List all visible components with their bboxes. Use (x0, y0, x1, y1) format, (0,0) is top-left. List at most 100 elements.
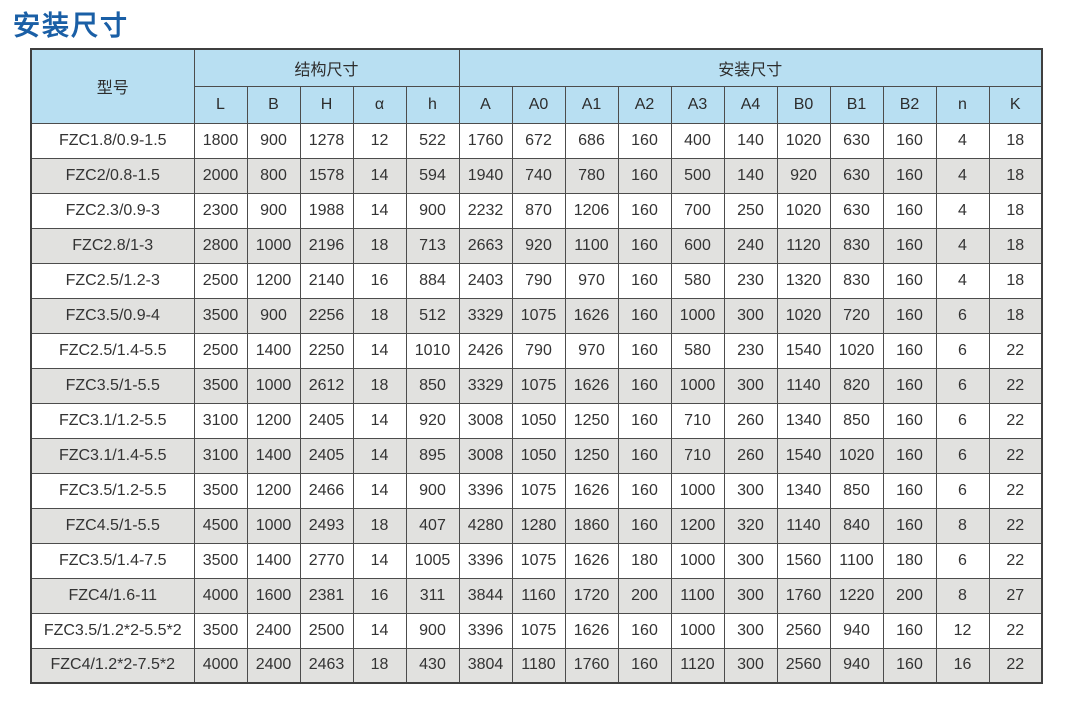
value-cell: 16 (352, 577, 407, 614)
value-cell: 2770 (299, 542, 354, 579)
value-cell: 6 (935, 542, 990, 579)
value-cell: 2000 (193, 157, 248, 194)
value-cell: 1000 (670, 367, 725, 404)
value-cell: 4000 (193, 577, 248, 614)
value-cell: 3804 (458, 647, 513, 684)
header-col-A3: A3 (670, 85, 725, 124)
table-row: FZC3.5/1.2-5.5 3500 1200 2466 14 900 3396 1075 1… (30, 472, 1043, 509)
value-cell: 160 (617, 192, 672, 229)
value-cell: 1860 (564, 507, 619, 544)
value-cell: 180 (882, 542, 937, 579)
value-cell: 1760 (776, 577, 831, 614)
value-cell: 870 (511, 192, 566, 229)
value-cell: 1626 (564, 472, 619, 509)
value-cell: 16 (935, 647, 990, 684)
value-cell: 1000 (670, 612, 725, 649)
value-cell: 300 (723, 647, 778, 684)
value-cell: 850 (405, 367, 460, 404)
value-cell: 850 (829, 472, 884, 509)
value-cell: 820 (829, 367, 884, 404)
value-cell: 700 (670, 192, 725, 229)
value-cell: 14 (352, 472, 407, 509)
value-cell: 686 (564, 122, 619, 159)
value-cell: 1206 (564, 192, 619, 229)
value-cell: 8 (935, 577, 990, 614)
table-row: FZC4.5/1-5.5 4500 1000 2493 18 407 4280 1280 186… (30, 507, 1043, 544)
value-cell: 1020 (776, 297, 831, 334)
table-row: FZC2.5/1.2-3 2500 1200 2140 16 884 2403 790 970 1… (30, 262, 1043, 299)
table-row: FZC3.5/1.4-7.5 3500 1400 2770 14 1005 3396 1075… (30, 542, 1043, 579)
model-cell: FZC2/0.8-1.5 (30, 157, 195, 194)
header-col-A2: A2 (617, 85, 672, 124)
value-cell: 3100 (193, 402, 248, 439)
value-cell: 4 (935, 157, 990, 194)
value-cell: 14 (352, 402, 407, 439)
value-cell: 672 (511, 122, 566, 159)
value-cell: 580 (670, 262, 725, 299)
value-cell: 300 (723, 297, 778, 334)
value-cell: 160 (617, 227, 672, 264)
value-cell: 3008 (458, 402, 513, 439)
value-cell: 2560 (776, 647, 831, 684)
value-cell: 4000 (193, 647, 248, 684)
value-cell: 3329 (458, 297, 513, 334)
value-cell: 4 (935, 192, 990, 229)
value-cell: 600 (670, 227, 725, 264)
value-cell: 710 (670, 437, 725, 474)
model-cell: FZC2.3/0.9-3 (30, 192, 195, 229)
value-cell: 710 (670, 402, 725, 439)
value-cell: 900 (246, 122, 301, 159)
value-cell: 2463 (299, 647, 354, 684)
value-cell: 970 (564, 332, 619, 369)
value-cell: 900 (405, 192, 460, 229)
value-cell: 14 (352, 437, 407, 474)
model-cell: FZC2.8/1-3 (30, 227, 195, 264)
value-cell: 2405 (299, 402, 354, 439)
value-cell: 1140 (776, 507, 831, 544)
value-cell: 160 (617, 437, 672, 474)
value-cell: 300 (723, 577, 778, 614)
value-cell: 400 (670, 122, 725, 159)
value-cell: 1050 (511, 437, 566, 474)
value-cell: 512 (405, 297, 460, 334)
value-cell: 1005 (405, 542, 460, 579)
value-cell: 300 (723, 612, 778, 649)
value-cell: 14 (352, 157, 407, 194)
value-cell: 1100 (564, 227, 619, 264)
value-cell: 6 (935, 437, 990, 474)
value-cell: 18 (988, 122, 1043, 159)
value-cell: 1075 (511, 297, 566, 334)
value-cell: 1340 (776, 402, 831, 439)
value-cell: 1400 (246, 437, 301, 474)
value-cell: 1278 (299, 122, 354, 159)
value-cell: 250 (723, 192, 778, 229)
header-col-B1: B1 (829, 85, 884, 124)
value-cell: 840 (829, 507, 884, 544)
value-cell: 6 (935, 367, 990, 404)
value-cell: 3329 (458, 367, 513, 404)
value-cell: 2500 (193, 262, 248, 299)
value-cell: 18 (352, 367, 407, 404)
model-cell: FZC3.1/1.2-5.5 (30, 402, 195, 439)
value-cell: 3500 (193, 612, 248, 649)
value-cell: 1020 (776, 192, 831, 229)
value-cell: 2250 (299, 332, 354, 369)
value-cell: 160 (882, 122, 937, 159)
header-col-B2: B2 (882, 85, 937, 124)
header-col-A0: A0 (511, 85, 566, 124)
value-cell: 1760 (458, 122, 513, 159)
header-col-K: K (988, 85, 1043, 124)
value-cell: 2405 (299, 437, 354, 474)
value-cell: 1010 (405, 332, 460, 369)
value-cell: 522 (405, 122, 460, 159)
value-cell: 22 (988, 612, 1043, 649)
value-cell: 3500 (193, 297, 248, 334)
value-cell: 407 (405, 507, 460, 544)
value-cell: 160 (882, 227, 937, 264)
value-cell: 22 (988, 332, 1043, 369)
value-cell: 160 (882, 472, 937, 509)
value-cell: 1020 (829, 437, 884, 474)
value-cell: 140 (723, 122, 778, 159)
value-cell: 1626 (564, 367, 619, 404)
